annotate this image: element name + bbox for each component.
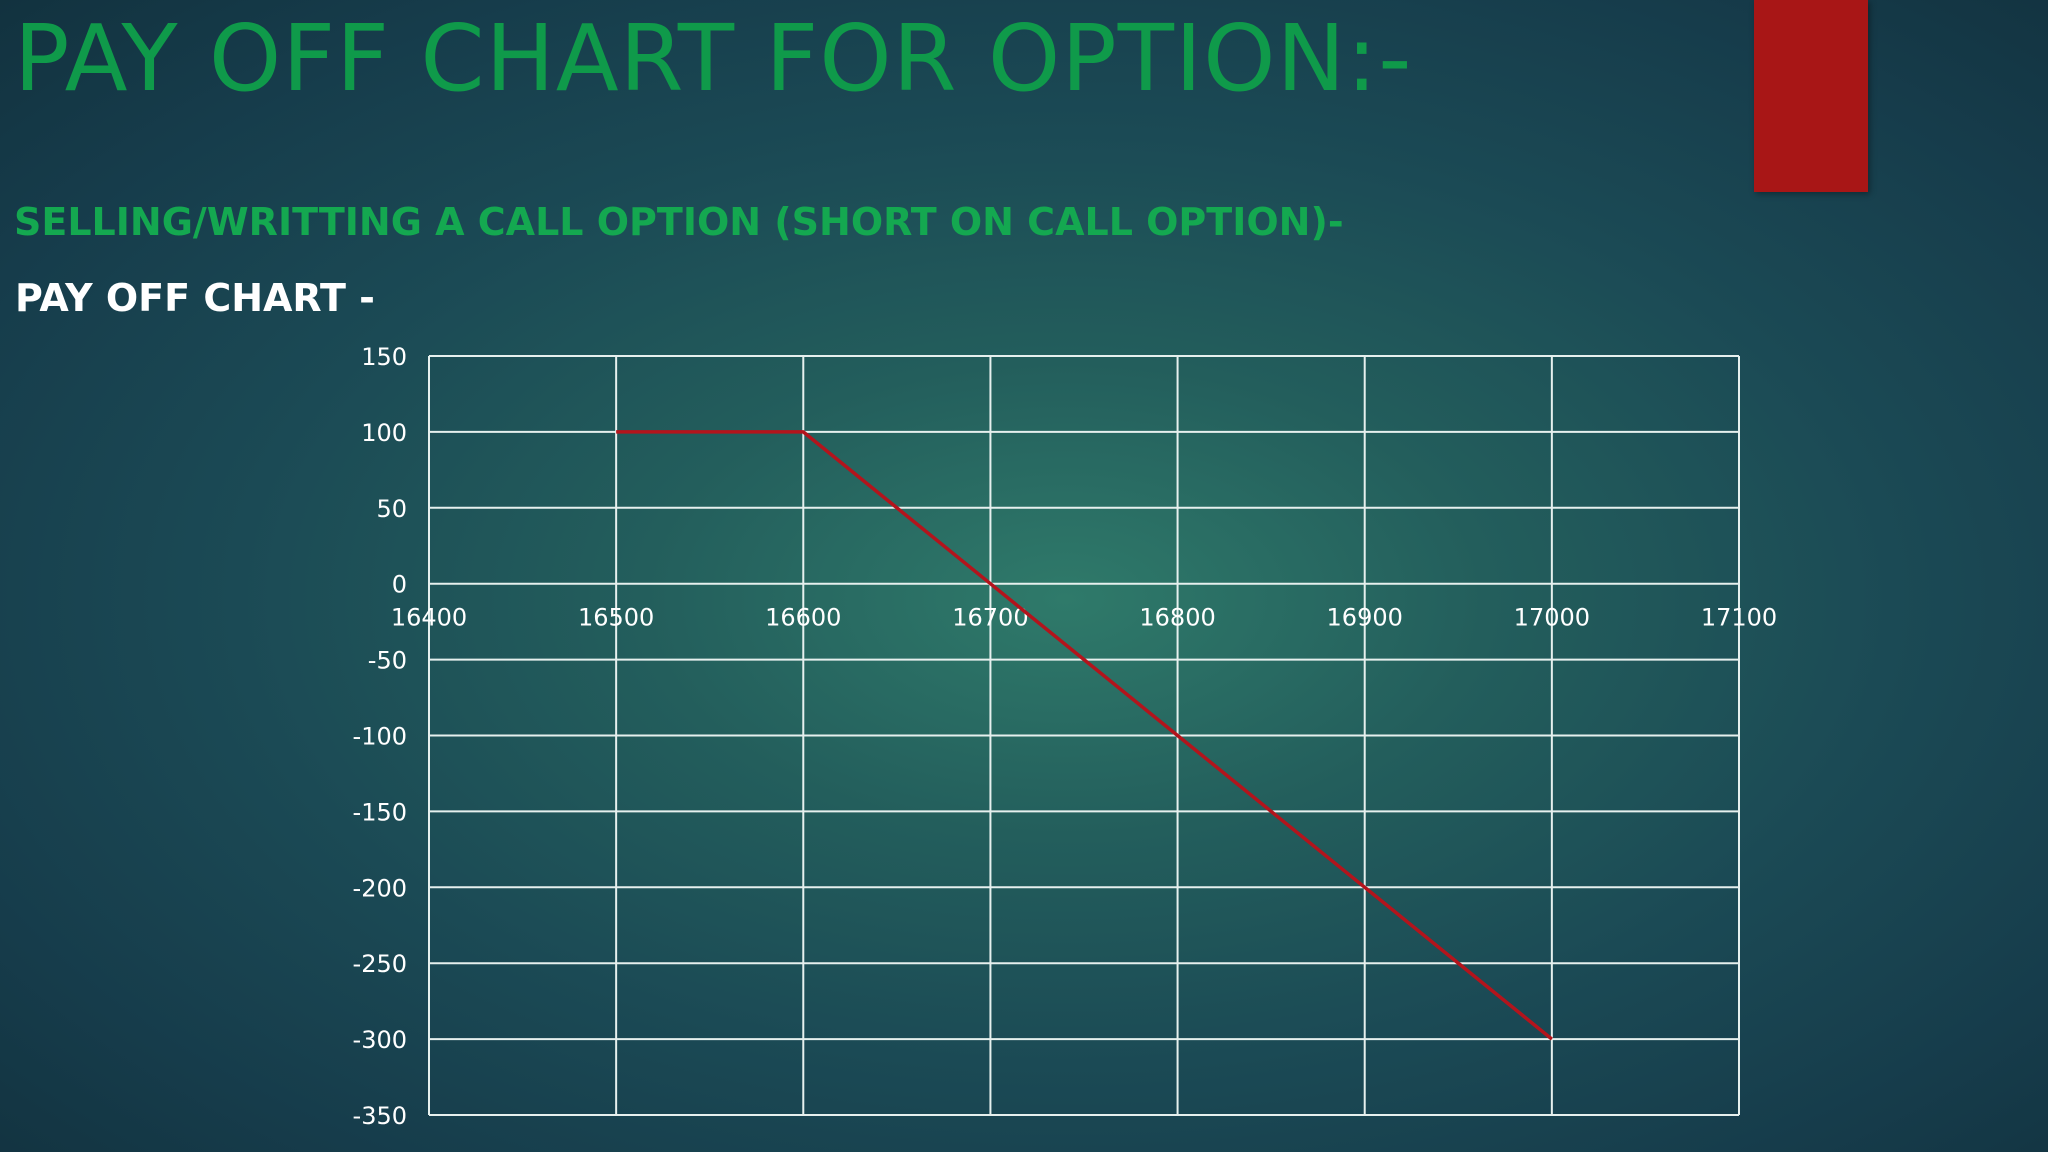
- payoff-line: [616, 430, 1553, 1041]
- x-tick-label: 16900: [1327, 604, 1403, 632]
- x-tick-label: 16600: [765, 604, 841, 632]
- chart-series: [616, 430, 1553, 1041]
- y-tick-label: -350: [353, 1102, 407, 1130]
- x-tick-label: 16400: [391, 604, 467, 632]
- y-tick-label: -300: [353, 1026, 407, 1054]
- y-tick-label: -150: [353, 798, 407, 826]
- red-accent-bar: [1754, 0, 1868, 192]
- chart-grid: [428, 355, 1740, 1116]
- x-tick-label: 16500: [578, 604, 654, 632]
- x-tick-label: 16800: [1139, 604, 1215, 632]
- y-tick-label: -50: [368, 647, 407, 675]
- y-tick-label: 150: [361, 343, 407, 371]
- y-tick-label: -200: [353, 874, 407, 902]
- chart-tick-labels: 150 100 50 0 -50 -100 -150 -200 -250 -300 -350 1640…: [353, 343, 1778, 1130]
- y-tick-label: -100: [353, 723, 407, 751]
- y-tick-label: -250: [353, 950, 407, 978]
- x-tick-label: 16700: [952, 604, 1028, 632]
- x-tick-label: 17100: [1701, 604, 1777, 632]
- x-tick-label: 17000: [1514, 604, 1590, 632]
- slide-subtitle: SELLING/WRITTING A CALL OPTION (SHORT ON…: [14, 200, 1344, 244]
- y-tick-label: 0: [392, 571, 407, 599]
- y-tick-label: 50: [376, 495, 407, 523]
- y-tick-label: 100: [361, 419, 407, 447]
- chart-section-label: PAY OFF CHART -: [15, 276, 375, 320]
- slide-title: PAY OFF CHART FOR OPTION:-: [14, 5, 1413, 112]
